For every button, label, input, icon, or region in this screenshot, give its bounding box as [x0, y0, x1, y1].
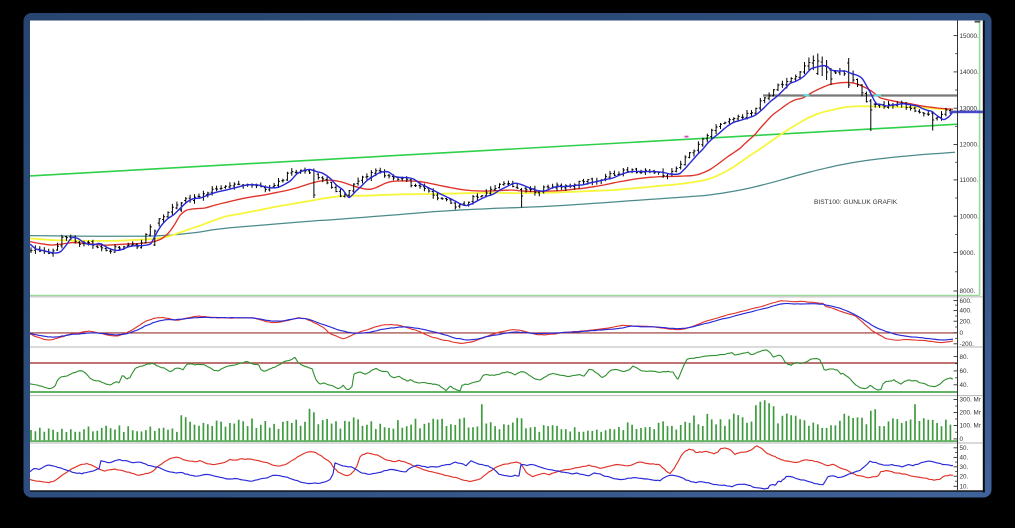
svg-text:400.: 400. — [960, 308, 973, 315]
svg-text:0: 0 — [960, 330, 964, 337]
svg-text:40.: 40. — [960, 455, 969, 462]
svg-text:BIST100: GUNLUK GRAFIK: BIST100: GUNLUK GRAFIK — [814, 199, 898, 206]
svg-text:13000.: 13000. — [960, 105, 980, 112]
svg-text:0: 0 — [960, 436, 964, 443]
svg-text:200. Mr: 200. Mr — [960, 410, 981, 417]
svg-text:60.: 60. — [960, 368, 969, 375]
svg-text:-200.: -200. — [960, 341, 975, 348]
svg-text:15000.: 15000. — [960, 33, 980, 40]
svg-text:20.: 20. — [960, 473, 969, 480]
svg-text:30.: 30. — [960, 464, 969, 471]
svg-text:9000.: 9000. — [960, 250, 976, 257]
svg-text:40.: 40. — [960, 382, 969, 389]
svg-text:11000.: 11000. — [960, 177, 979, 184]
svg-text:14000.: 14000. — [960, 69, 980, 76]
svg-text:80.: 80. — [960, 354, 969, 361]
svg-text:8000.: 8000. — [960, 288, 976, 295]
svg-text:100. Mr: 100. Mr — [960, 423, 981, 430]
svg-text:50.: 50. — [960, 445, 969, 452]
svg-text:300. Mr: 300. Mr — [960, 397, 981, 404]
svg-text:10.: 10. — [960, 484, 969, 491]
svg-text:600.: 600. — [960, 298, 973, 305]
svg-text:10000.: 10000. — [960, 213, 980, 220]
svg-text:200.: 200. — [960, 318, 973, 325]
svg-text:12000.: 12000. — [960, 142, 980, 149]
